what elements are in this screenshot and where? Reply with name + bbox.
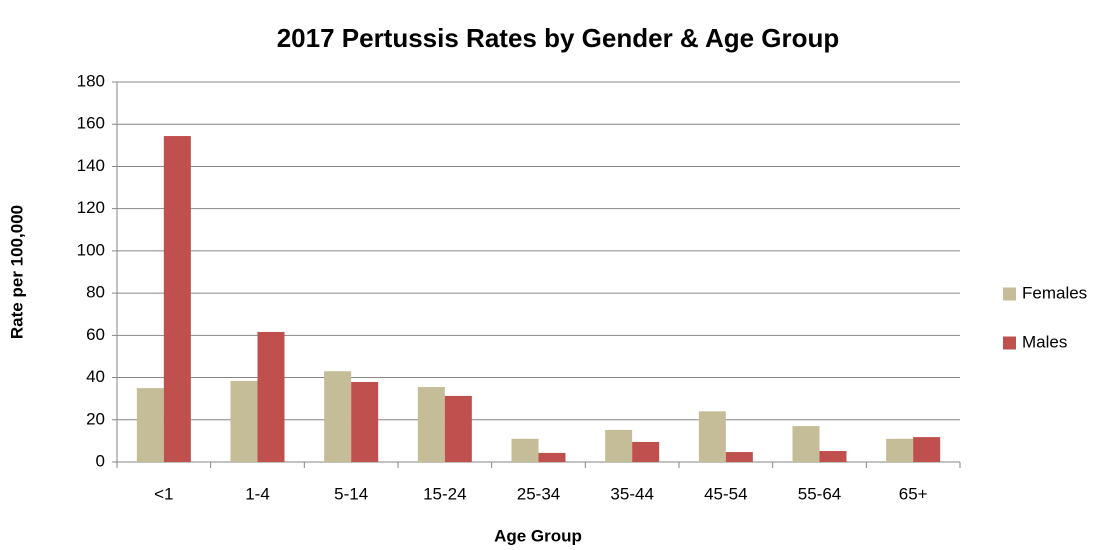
legend-swatch: [1003, 287, 1016, 301]
y-axis-label: Rate per 100,000: [7, 205, 26, 339]
bar: [257, 331, 285, 462]
bar: [886, 438, 914, 462]
bar: [819, 451, 847, 462]
legend-label: Males: [1022, 332, 1067, 351]
x-tick-label: 35-44: [610, 484, 653, 503]
y-tick-label: 100: [77, 240, 105, 259]
x-tick-label: 15-24: [423, 484, 466, 503]
x-tick-label: 45-54: [704, 484, 747, 503]
y-tick-label: 80: [86, 283, 105, 302]
y-tick-label: 140: [77, 156, 105, 175]
bar: [698, 411, 726, 462]
bar: [538, 452, 566, 462]
y-tick-label: 20: [86, 409, 105, 428]
y-tick-label: 60: [86, 325, 105, 344]
bar: [725, 452, 753, 462]
bar: [417, 387, 445, 462]
x-tick-label: 5-14: [334, 484, 368, 503]
bar: [351, 381, 379, 462]
bar: [163, 136, 191, 463]
bar: [792, 426, 820, 462]
x-tick-label: 25-34: [517, 484, 560, 503]
y-tick-label: 40: [86, 367, 105, 386]
x-tick-label: 65+: [899, 484, 928, 503]
legend-label: Females: [1022, 283, 1087, 302]
bar: [136, 388, 164, 462]
bar: [632, 441, 660, 462]
y-tick-label: 180: [77, 71, 105, 90]
y-tick-label: 120: [77, 198, 105, 217]
x-tick-label: <1: [154, 484, 173, 503]
bar: [913, 437, 941, 462]
bar: [324, 371, 352, 462]
y-tick-label: 160: [77, 114, 105, 133]
x-tick-label: 1-4: [245, 484, 270, 503]
x-tick-label: 55-64: [798, 484, 841, 503]
bar: [605, 429, 633, 462]
chart-title: 2017 Pertussis Rates by Gender & Age Gro…: [277, 23, 840, 53]
bar: [444, 395, 472, 462]
y-tick-label: 0: [96, 451, 105, 470]
bar: [511, 438, 539, 462]
legend-swatch: [1003, 336, 1016, 350]
bar: [230, 380, 258, 462]
x-axis-label: Age Group: [494, 526, 582, 545]
